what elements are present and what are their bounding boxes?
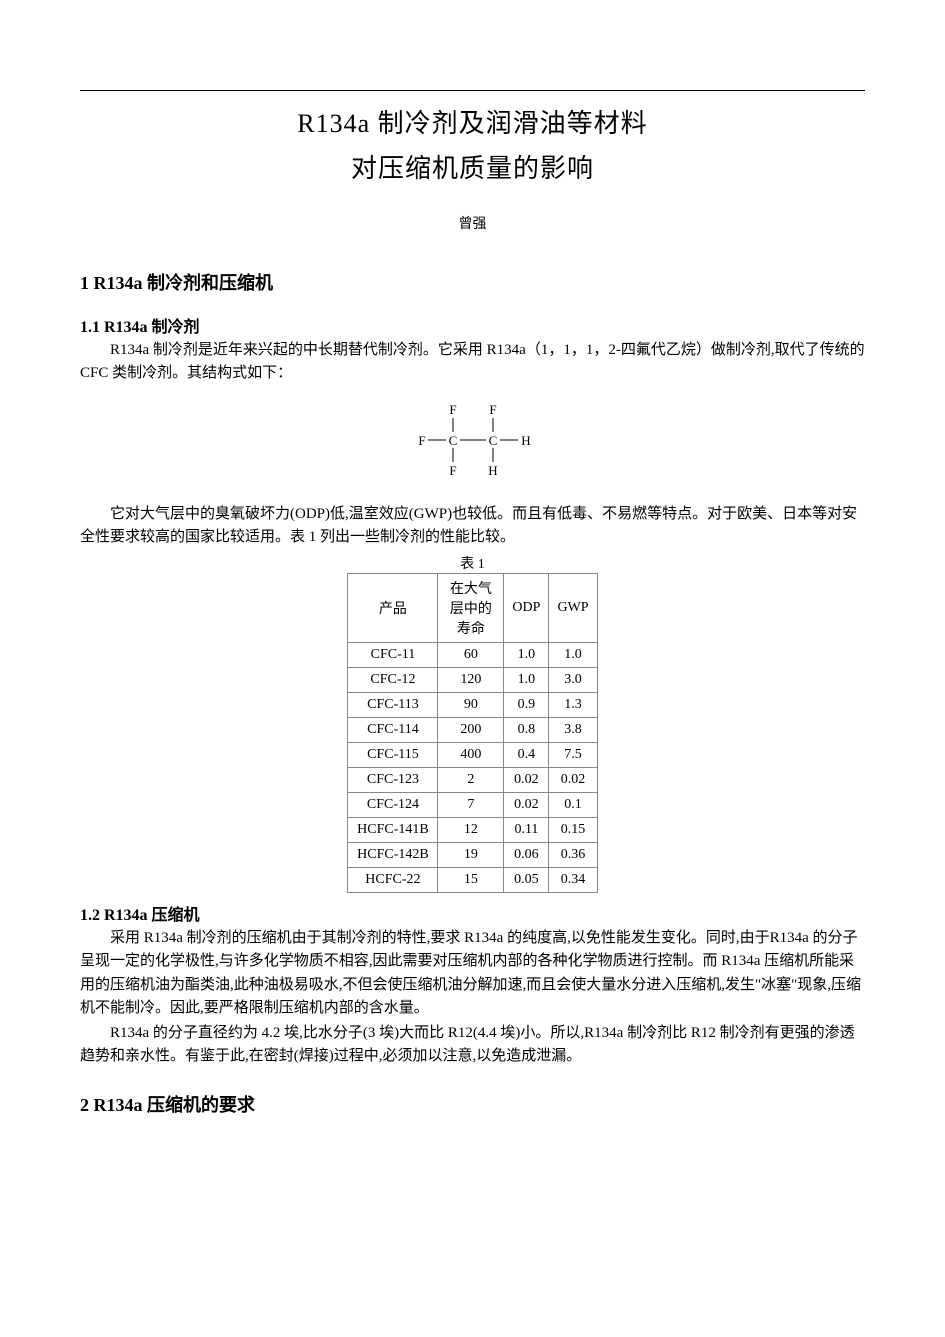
atom-h: H — [488, 463, 497, 478]
table-cell: 2 — [438, 768, 504, 793]
table-cell: CFC-113 — [348, 693, 438, 718]
table-cell: 120 — [438, 668, 504, 693]
atom-h: H — [521, 433, 530, 448]
table-header-row: 产品 在大气层中的寿命 ODP GWP — [348, 574, 597, 643]
table-cell: 1.0 — [504, 668, 549, 693]
section-1-1-paragraph-1: R134a 制冷剂是近年来兴起的中长期替代制冷剂。它采用 R134a（1，1，1… — [80, 339, 865, 386]
table-row: CFC-1142000.83.8 — [348, 718, 597, 743]
table-row: CFC-11601.01.0 — [348, 643, 597, 668]
section-1-2-paragraph-1: 采用 R134a 制冷剂的压缩机由于其制冷剂的特性,要求 R134a 的纯度高,… — [80, 927, 865, 1020]
section-2-heading: 2 R134a 压缩机的要求 — [80, 1091, 865, 1117]
table-cell: 200 — [438, 718, 504, 743]
table-cell: 0.11 — [504, 818, 549, 843]
table-cell: HCFC-141B — [348, 818, 438, 843]
table-row: CFC-113900.91.3 — [348, 693, 597, 718]
table-cell: 0.34 — [549, 868, 597, 893]
table-cell: 1.3 — [549, 693, 597, 718]
atom-c: C — [488, 433, 497, 448]
table-row: CFC-121201.03.0 — [348, 668, 597, 693]
table-col-gwp: GWP — [549, 574, 597, 643]
table-cell: 1.0 — [549, 643, 597, 668]
table-cell: 1.0 — [504, 643, 549, 668]
atom-f: F — [449, 463, 456, 478]
atom-f: F — [489, 402, 496, 417]
table-row: HCFC-141B120.110.15 — [348, 818, 597, 843]
table-cell: HCFC-142B — [348, 843, 438, 868]
table-cell: 0.15 — [549, 818, 597, 843]
table-cell: 12 — [438, 818, 504, 843]
table-row: CFC-12320.020.02 — [348, 768, 597, 793]
table-cell: 3.0 — [549, 668, 597, 693]
table-row: HCFC-142B190.060.36 — [348, 843, 597, 868]
atom-c: C — [448, 433, 457, 448]
section-1-1-paragraph-2: 它对大气层中的臭氧破坏力(ODP)低,温室效应(GWP)也较低。而且有低毒、不易… — [80, 503, 865, 550]
section-1-heading: 1 R134a 制冷剂和压缩机 — [80, 269, 865, 295]
table-cell: 0.05 — [504, 868, 549, 893]
table-row: CFC-12470.020.1 — [348, 793, 597, 818]
table-cell: 3.8 — [549, 718, 597, 743]
table-cell: 7 — [438, 793, 504, 818]
table-cell: 0.1 — [549, 793, 597, 818]
table-cell: 60 — [438, 643, 504, 668]
table-cell: 400 — [438, 743, 504, 768]
table-col-odp: ODP — [504, 574, 549, 643]
atom-f: F — [418, 433, 425, 448]
table-1-caption: 表 1 — [80, 553, 865, 573]
table-cell: 7.5 — [549, 743, 597, 768]
table-cell: 0.4 — [504, 743, 549, 768]
table-col-product: 产品 — [348, 574, 438, 643]
document-title-line1: R134a 制冷剂及润滑油等材料 — [80, 103, 865, 140]
section-1-1-heading: 1.1 R134a 制冷剂 — [80, 313, 865, 337]
table-cell: 0.02 — [504, 768, 549, 793]
table-cell: 0.06 — [504, 843, 549, 868]
document-title-line2: 对压缩机质量的影响 — [80, 148, 865, 185]
top-rule — [80, 90, 865, 91]
table-cell: CFC-123 — [348, 768, 438, 793]
table-row: CFC-1154000.47.5 — [348, 743, 597, 768]
table-cell: 0.02 — [549, 768, 597, 793]
molecule-svg: F C F F F C H H — [398, 400, 548, 480]
table-cell: 0.36 — [549, 843, 597, 868]
table-row: HCFC-22150.050.34 — [348, 868, 597, 893]
table-cell: 90 — [438, 693, 504, 718]
molecule-diagram: F C F F F C H H — [80, 400, 865, 485]
table-cell: CFC-11 — [348, 643, 438, 668]
table-cell: CFC-114 — [348, 718, 438, 743]
author-name: 曾强 — [80, 213, 865, 233]
table-cell: 0.9 — [504, 693, 549, 718]
table-cell: 19 — [438, 843, 504, 868]
table-cell: CFC-115 — [348, 743, 438, 768]
table-cell: CFC-124 — [348, 793, 438, 818]
atom-f: F — [449, 402, 456, 417]
table-cell: 15 — [438, 868, 504, 893]
table-cell: 0.8 — [504, 718, 549, 743]
section-1-2-paragraph-2: R134a 的分子直径约为 4.2 埃,比水分子(3 埃)大而比 R12(4.4… — [80, 1022, 865, 1069]
table-cell: HCFC-22 — [348, 868, 438, 893]
section-1-2-heading: 1.2 R134a 压缩机 — [80, 901, 865, 925]
table-col-lifetime: 在大气层中的寿命 — [438, 574, 504, 643]
table-cell: 0.02 — [504, 793, 549, 818]
table-cell: CFC-12 — [348, 668, 438, 693]
refrigerant-table: 产品 在大气层中的寿命 ODP GWP CFC-11601.01.0CFC-12… — [347, 573, 597, 893]
